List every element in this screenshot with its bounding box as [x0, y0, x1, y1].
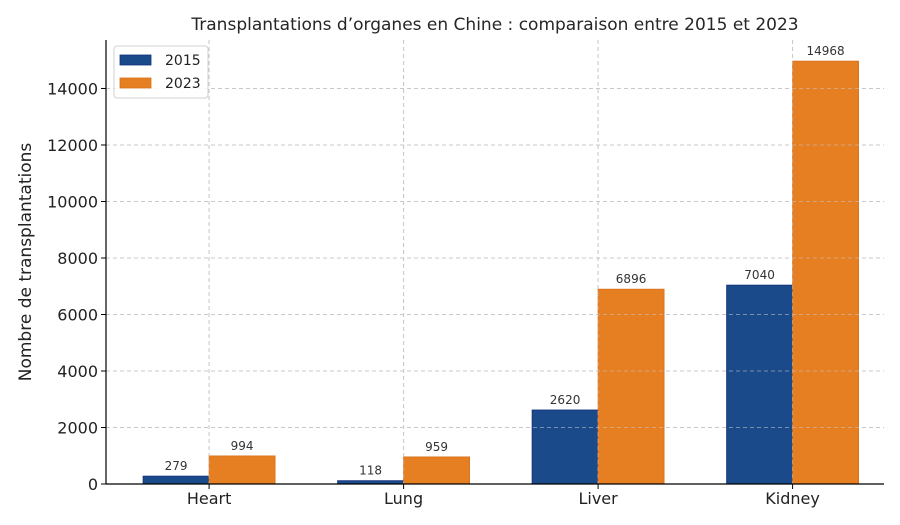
- bar-value-label: 6896: [616, 272, 647, 286]
- x-tick-label: Lung: [384, 489, 423, 508]
- bars: [142, 60, 859, 485]
- bar-2015-kidney: [726, 284, 793, 485]
- bar-value-label: 959: [425, 440, 448, 454]
- bar-2023-heart: [208, 455, 276, 485]
- bar-2023-lung: [403, 456, 470, 485]
- y-tick-label: 4000: [57, 362, 98, 381]
- x-tick-label: Heart: [187, 489, 232, 508]
- bar-value-label: 279: [165, 459, 188, 473]
- y-tick-label: 8000: [57, 249, 98, 268]
- bar-2023-liver: [597, 288, 665, 485]
- bar-2015-liver: [531, 409, 599, 485]
- legend-swatch-2015: [119, 54, 152, 66]
- bar-value-label: 7040: [744, 268, 775, 282]
- x-tick-label: Kidney: [765, 489, 820, 508]
- bar-value-label: 2620: [550, 393, 581, 407]
- bar-value-label: 14968: [806, 44, 844, 58]
- y-tick-label: 12000: [47, 136, 98, 155]
- bar-2015-heart: [142, 475, 210, 485]
- bar-value-labels: 279 118 2620 7040 994 959 6896 14968: [165, 44, 845, 478]
- bar-value-label: 118: [359, 464, 382, 478]
- legend-swatch-2023: [119, 77, 152, 89]
- y-tick-label: 0: [88, 475, 98, 494]
- y-tick-label: 14000: [47, 79, 98, 98]
- gridlines-overlay: [106, 40, 884, 484]
- x-tick-label: Liver: [578, 489, 618, 508]
- axes: 0 2000 4000 6000 8000 10000 12000 14000 Heart Lun…: [47, 40, 884, 508]
- y-tick-label: 10000: [47, 192, 98, 211]
- y-tick-label: 2000: [57, 418, 98, 437]
- chart-title: Transplantations d’organes en Chine : co…: [190, 15, 798, 35]
- legend-label-2015: 2015: [165, 53, 201, 69]
- bar-2023-kidney: [792, 60, 859, 485]
- bar-value-label: 994: [231, 439, 254, 453]
- y-tick-label: 6000: [57, 305, 98, 324]
- legend: 2015 2023: [113, 45, 209, 99]
- legend-label-2023: 2023: [165, 76, 201, 92]
- y-axis-label: Nombre de transplantations: [16, 143, 36, 382]
